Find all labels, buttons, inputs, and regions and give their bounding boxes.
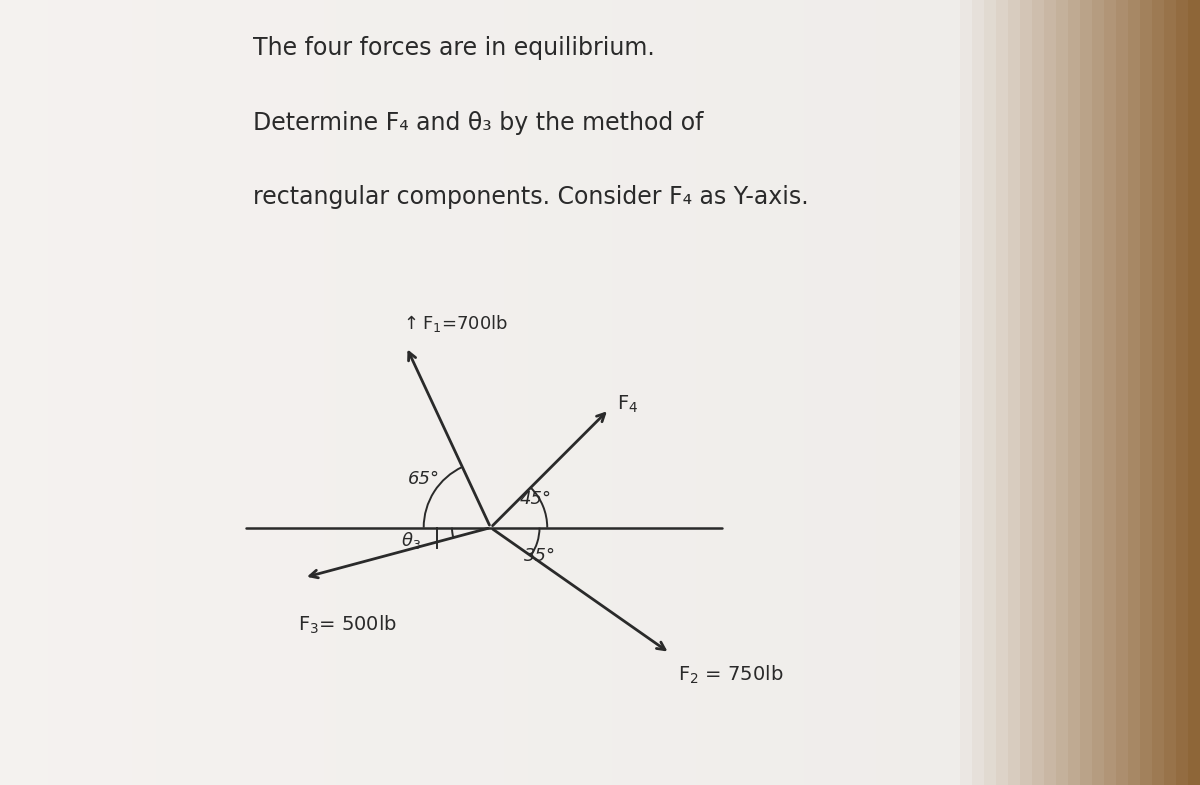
Text: Determine F₄ and θ₃ by the method of: Determine F₄ and θ₃ by the method of [252, 111, 703, 135]
Text: The four forces are in equilibrium.: The four forces are in equilibrium. [252, 36, 654, 60]
Text: θ$_3$: θ$_3$ [401, 530, 421, 551]
Text: rectangular components. Consider F₄ as Y-axis.: rectangular components. Consider F₄ as Y… [252, 185, 808, 210]
Text: 65°: 65° [408, 469, 439, 487]
Text: F$_2$ = 750lb: F$_2$ = 750lb [678, 663, 782, 686]
Text: 45°: 45° [520, 491, 552, 509]
Text: F$_3$= 500lb: F$_3$= 500lb [298, 614, 397, 636]
Text: F$_4$: F$_4$ [617, 393, 638, 414]
Text: $\uparrow$F$_1$=700lb: $\uparrow$F$_1$=700lb [400, 313, 508, 334]
Text: 35°: 35° [523, 547, 556, 565]
